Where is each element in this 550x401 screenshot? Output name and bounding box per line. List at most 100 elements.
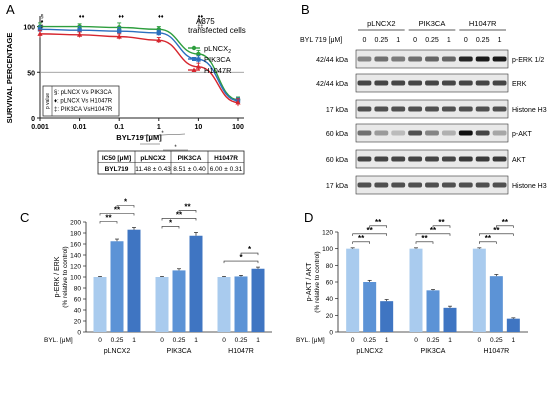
pvalue-box [42, 85, 120, 117]
dose-label: 0 [98, 337, 102, 344]
y-tick-label: 20 [74, 319, 82, 326]
y-axis-label-2: (% relative to control) [314, 251, 321, 312]
series-line-h1047r [39, 33, 239, 104]
significance-label: ** [502, 218, 509, 227]
significance-label: ** [438, 218, 445, 227]
bar [472, 248, 486, 332]
blot-mw-label: 17 kDa [326, 183, 348, 190]
significance-bracket [178, 210, 197, 213]
y-tick-label: 0 [329, 330, 333, 337]
significance-bracket [161, 218, 197, 221]
group-label: pLNCX2 [356, 348, 383, 355]
blot-band [492, 80, 507, 86]
significance-bracket [99, 221, 118, 224]
dose-label: 0 [222, 337, 226, 344]
y-tick-label: 0 [31, 116, 35, 123]
blot-protein-label: Histone H3 [512, 183, 547, 190]
ic50-cell: 8.51 ± 0.40 [173, 166, 206, 173]
blot-band [408, 156, 423, 162]
significance-bracket [496, 225, 514, 228]
dose-prefix: BYL. [μM] [44, 337, 73, 344]
blot-band [492, 182, 507, 188]
x-tick-label: 1 [157, 124, 161, 131]
blot-dose: 0.25 [476, 37, 490, 44]
blot-dose: 0 [464, 37, 468, 44]
y-tick-label: 140 [70, 253, 81, 260]
significance-label: ** [493, 226, 500, 235]
blot-band [425, 130, 439, 136]
x-tick-label: 100 [232, 124, 244, 131]
blot-band [475, 156, 490, 162]
blot-mw-label: 60 kDa [326, 131, 348, 138]
significance-symbol: ♦♦ [118, 14, 124, 20]
y-tick-label: 60 [326, 280, 334, 287]
y-axis-label: p-AKT / AKT [306, 262, 313, 301]
significance-bracket [223, 260, 259, 264]
blot-band [441, 130, 456, 136]
blot-band [374, 80, 389, 86]
bar [110, 241, 124, 332]
blot-band [374, 56, 389, 62]
blot-mw-label: 17 kDa [326, 107, 348, 114]
ic50-cell: 11.48 ± 0.43 [135, 166, 171, 173]
y-tick-label: 50 [27, 70, 35, 77]
blot-band [458, 156, 473, 162]
bar [172, 270, 186, 332]
blot-band [475, 130, 490, 136]
significance-bracket [415, 233, 451, 236]
dose-label: 0 [478, 337, 482, 344]
blot-band [408, 106, 423, 112]
panel-letter-a: A [6, 2, 15, 17]
blot-dose: 1 [498, 37, 502, 44]
significance-bracket [369, 225, 387, 228]
x-tick-label: 10 [195, 124, 203, 131]
blot-band [441, 156, 456, 162]
significance-bracket [352, 241, 370, 244]
blot-band [357, 182, 372, 188]
blot-band [374, 182, 389, 188]
ic50-cell: BYL719 [105, 166, 129, 173]
ic50-cell: 6.00 ± 0.31 [210, 166, 243, 173]
legend-marker [191, 67, 197, 72]
blot-band [391, 156, 406, 162]
significance-symbol: ‡ [40, 24, 43, 30]
pvalue-row: §: pLNCX Vs PIK3CA [54, 90, 112, 96]
blot-protein-label: AKT [512, 157, 526, 164]
blot-band [374, 130, 389, 136]
blot-band [408, 130, 423, 136]
y-tick-label: 180 [70, 231, 81, 238]
significance-bracket [99, 213, 135, 216]
bar [380, 301, 394, 332]
significance-bracket [479, 233, 514, 236]
blot-mw-label: 42/44 kDa [316, 81, 348, 88]
ic50-header: H1047R [214, 155, 238, 162]
ic50-significance: * [174, 145, 177, 151]
pvalue-row: ‡: PIK3CA VsH1047R [54, 107, 113, 113]
significance-symbol: ♦ [41, 19, 44, 25]
data-point [196, 51, 201, 57]
group-label: PIK3CA [421, 348, 446, 355]
bar [443, 307, 457, 332]
blot-band [425, 56, 439, 62]
data-point [37, 27, 43, 32]
panel-a-survival-chart: 0 50 100 0.001 0.01 0.1 1 10 100 BYL719 [μM] SURVI… [5, 14, 246, 175]
dose-label: 1 [385, 337, 389, 344]
blot-dose: 0.25 [375, 37, 389, 44]
blot-band [425, 80, 439, 86]
legend-subscript: 2 [228, 49, 231, 55]
bar [155, 277, 169, 332]
blot-protein-label: p-AKT [512, 131, 533, 138]
blot-band [441, 56, 456, 62]
significance-bracket [432, 225, 451, 228]
blot-band [408, 182, 423, 188]
bar [489, 276, 503, 332]
legend-marker [191, 45, 197, 51]
panel-letter-c: C [20, 210, 29, 225]
significance-label: ** [358, 234, 365, 243]
y-tick-label: 80 [326, 263, 334, 270]
blot-band [475, 182, 490, 188]
significance-bracket [352, 233, 387, 236]
group-label: H1047R [483, 348, 509, 355]
bar [93, 277, 107, 332]
